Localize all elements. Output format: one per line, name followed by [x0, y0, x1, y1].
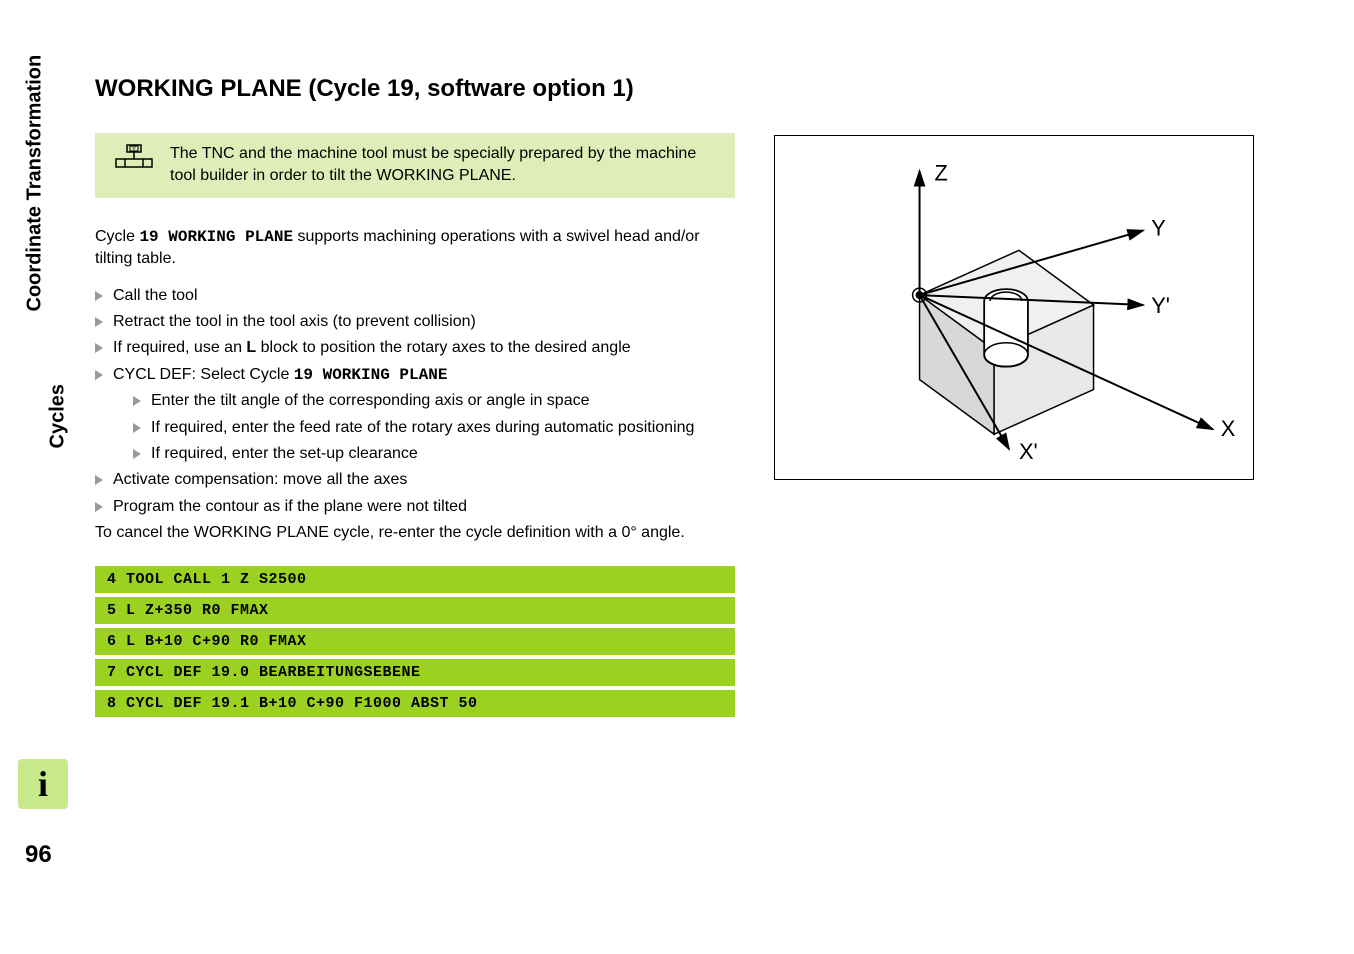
- note-box: Y The TNC and the machine tool must be s…: [95, 133, 735, 198]
- bullet-item: Activate compensation: move all the axes: [95, 469, 735, 491]
- code-line: 4 TOOL CALL 1 Z S2500: [95, 566, 735, 593]
- axis-xprime-label: X': [1019, 439, 1038, 464]
- nested-bullet-item: Enter the tilt angle of the correspondin…: [133, 390, 735, 412]
- page-number: 96: [25, 841, 52, 869]
- bullet-item: Retract the tool in the tool axis (to pr…: [95, 311, 735, 333]
- bullet-item: If required, use an L block to position …: [95, 337, 735, 359]
- coordinate-diagram: Z Y Y' X X': [775, 136, 1253, 479]
- axis-z-label: Z: [934, 161, 947, 186]
- nested-bullet-item: If required, enter the feed rate of the …: [133, 417, 735, 439]
- closing-text: To cancel the WORKING PLANE cycle, re-en…: [95, 522, 735, 544]
- intro-text: Cycle 19 WORKING PLANE supports machinin…: [95, 226, 735, 271]
- code-line: 8 CYCL DEF 19.1 B+10 C+90 F1000 ABST 50: [95, 690, 735, 717]
- axis-yprime-label: Y': [1151, 293, 1170, 318]
- page-title: WORKING PLANE (Cycle 19, software option…: [95, 75, 735, 103]
- sidebar-title-line2: Cycles: [47, 384, 70, 449]
- code-block: 4 TOOL CALL 1 Z S2500 5 L Z+350 R0 FMAX …: [95, 566, 735, 717]
- diagram-box: Z Y Y' X X': [774, 135, 1254, 480]
- bullet-item: Program the contour as if the plane were…: [95, 496, 735, 518]
- bullet-list: Call the tool Retract the tool in the to…: [95, 285, 735, 519]
- sidebar-title-line1: Coordinate Transformation: [24, 55, 47, 312]
- main-content: WORKING PLANE (Cycle 19, software option…: [95, 75, 735, 721]
- code-line: 6 L B+10 C+90 R0 FMAX: [95, 628, 735, 655]
- code-line: 7 CYCL DEF 19.0 BEARBEITUNGSEBENE: [95, 659, 735, 686]
- nested-bullet-list: Enter the tilt angle of the correspondin…: [113, 390, 735, 465]
- note-text: The TNC and the machine tool must be spe…: [170, 145, 696, 184]
- bullet-item: Call the tool: [95, 285, 735, 307]
- info-icon: i: [38, 763, 48, 805]
- bullet-item: CYCL DEF: Select Cycle 19 WORKING PLANE …: [95, 364, 735, 466]
- machine-icon: Y: [115, 143, 153, 169]
- axis-y-label: Y: [1151, 215, 1166, 240]
- code-line: 5 L Z+350 R0 FMAX: [95, 597, 735, 624]
- nested-bullet-item: If required, enter the set-up clearance: [133, 443, 735, 465]
- axis-x-label: X: [1221, 416, 1236, 441]
- info-icon-box: i: [18, 759, 68, 809]
